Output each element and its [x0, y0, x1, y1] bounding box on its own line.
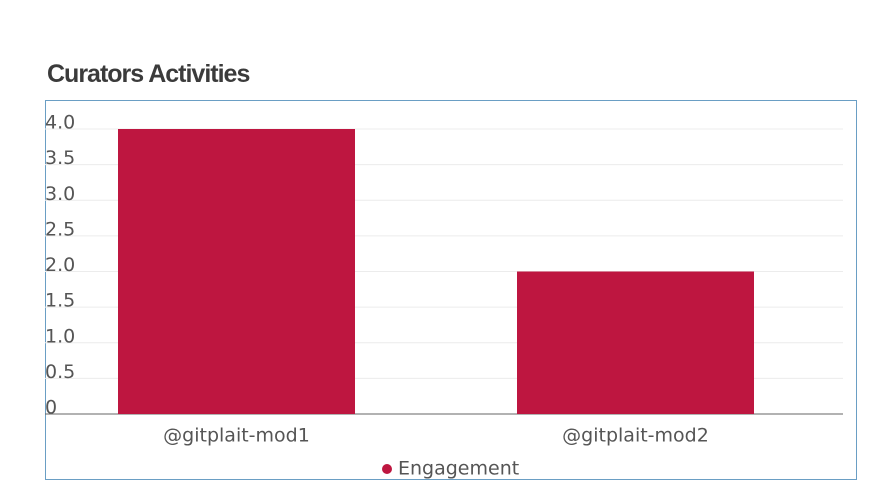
y-tick-label: 4.0 [45, 112, 75, 134]
bar[interactable] [517, 271, 754, 415]
legend-label: Engagement [398, 458, 519, 480]
y-tick-label: 2.0 [45, 254, 75, 276]
y-tick-label: 3.0 [45, 183, 75, 205]
chart-title: Curators Activities [47, 60, 250, 88]
y-tick-label: 1.5 [45, 290, 75, 312]
y-tick-label: 3.5 [45, 147, 75, 169]
x-tick-label: @gitplait-mod2 [562, 425, 709, 447]
y-tick-label: 0 [45, 397, 57, 419]
legend-marker [382, 464, 392, 474]
y-tick-label: 2.5 [45, 218, 75, 240]
y-tick-label: 1.0 [45, 325, 75, 347]
chart-frame [45, 100, 857, 480]
x-tick-label: @gitplait-mod1 [163, 425, 310, 447]
bar[interactable] [118, 129, 355, 414]
y-tick-label: 0.5 [45, 361, 75, 383]
